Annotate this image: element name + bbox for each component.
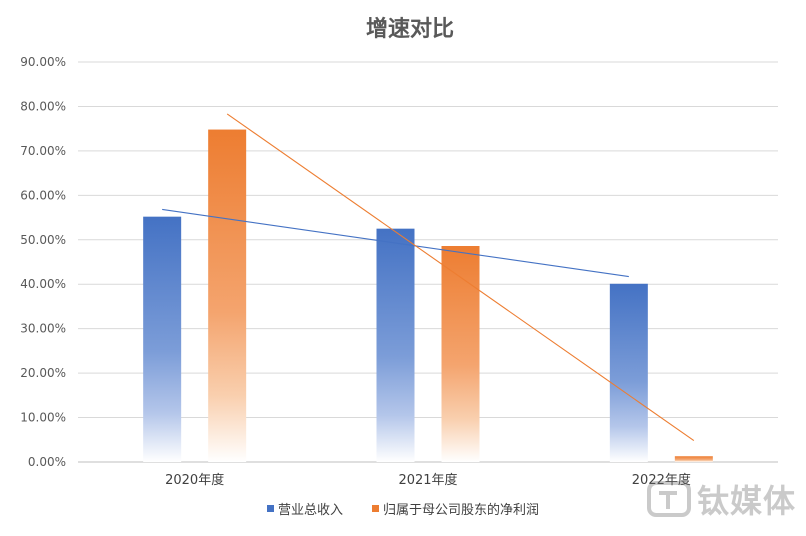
tmtpost-logo-icon xyxy=(646,481,691,517)
legend-label-net-profit[interactable]: 归属于母公司股东的净利润 xyxy=(383,502,539,518)
legend[interactable]: 营业总收入 归属于母公司股东的净利润 xyxy=(267,502,539,518)
chart-title: 增速对比 xyxy=(366,16,454,42)
y-tick-label: 30.00% xyxy=(20,322,66,336)
trendlines xyxy=(162,113,695,442)
legend-label-revenue[interactable]: 营业总收入 xyxy=(278,503,343,518)
y-tick-label: 70.00% xyxy=(20,144,66,158)
y-axis-tick-labels: 0.00% 10.00% 20.00% 30.00% 40.00% 50.00% 60.00… xyxy=(20,55,66,469)
y-tick-label: 60.00% xyxy=(20,188,66,202)
bar-revenue-0 xyxy=(143,216,182,462)
watermark-text: 钛媒体 xyxy=(696,482,796,520)
gridlines xyxy=(78,61,778,463)
x-tick-label: 2022年度 xyxy=(632,472,691,488)
y-tick-label: 50.00% xyxy=(20,233,66,247)
legend-swatch-revenue xyxy=(267,505,274,512)
bar-revenue-2 xyxy=(609,283,648,462)
legend-swatch-net-profit xyxy=(372,505,379,512)
y-tick-label: 90.00% xyxy=(20,55,66,69)
trendline-revenue xyxy=(162,208,629,278)
bar-net-profit-1 xyxy=(441,246,480,462)
watermark: 钛媒体 xyxy=(646,476,796,522)
trendline-net-profit xyxy=(226,113,695,442)
bar-net-profit-2 xyxy=(674,456,713,462)
x-axis-tick-labels: 2020年度 2021年度 2022年度 xyxy=(165,472,691,488)
bar-revenue-1 xyxy=(376,228,415,462)
bars xyxy=(143,129,713,463)
y-tick-label: 10.00% xyxy=(20,411,66,425)
y-tick-label: 40.00% xyxy=(20,277,66,291)
bar-net-profit-0 xyxy=(208,129,247,463)
y-tick-label: 80.00% xyxy=(20,99,66,113)
x-tick-label: 2021年度 xyxy=(398,472,457,488)
y-tick-label: 0.00% xyxy=(28,455,66,469)
y-tick-label: 20.00% xyxy=(20,366,66,380)
x-tick-label: 2020年度 xyxy=(165,472,224,488)
